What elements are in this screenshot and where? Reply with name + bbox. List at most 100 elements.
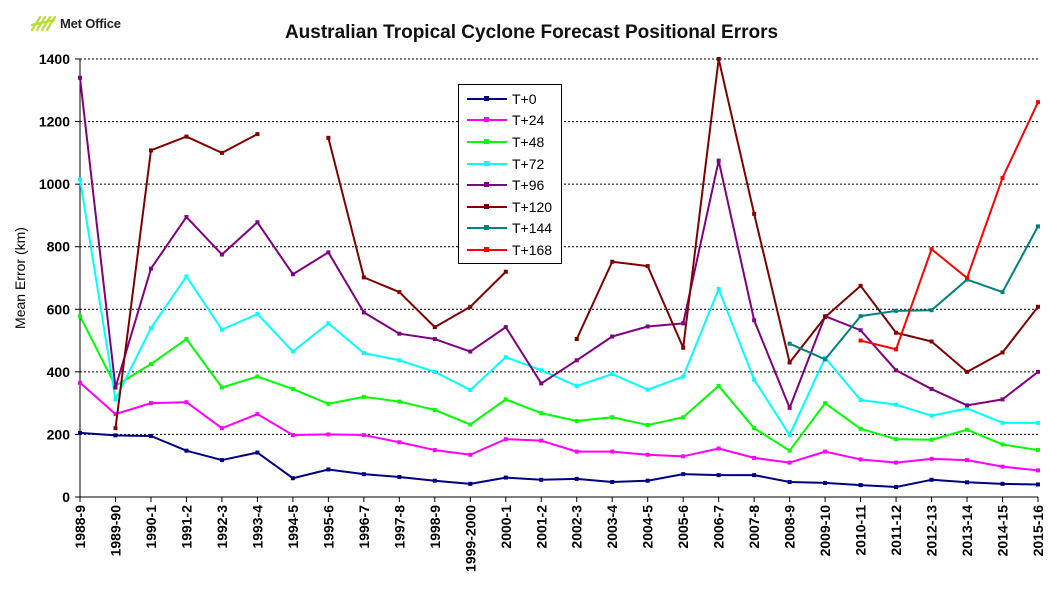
legend-label: T+24 — [512, 112, 545, 129]
legend-label: T+144 — [512, 220, 553, 237]
data-point — [1000, 464, 1005, 469]
met-office-logo-icon — [30, 15, 56, 32]
data-point — [148, 266, 153, 271]
data-point — [148, 433, 153, 438]
legend-swatch — [467, 137, 507, 147]
data-point — [113, 412, 118, 417]
data-point — [645, 478, 650, 483]
data-point — [326, 250, 331, 255]
data-point — [1036, 304, 1040, 309]
data-point — [823, 357, 828, 362]
data-point — [219, 150, 224, 155]
data-point — [752, 377, 757, 382]
x-tick-label: 1993-4 — [249, 505, 265, 549]
data-point — [1036, 100, 1040, 105]
data-point — [361, 394, 366, 399]
legend-swatch — [467, 245, 507, 255]
chart-title: Australian Tropical Cyclone Forecast Pos… — [284, 22, 779, 43]
y-tick-label: 1400 — [39, 51, 70, 67]
data-point — [468, 452, 473, 457]
data-point — [361, 351, 366, 356]
data-point — [397, 474, 402, 479]
data-point — [113, 433, 118, 438]
data-point — [965, 406, 970, 411]
data-point — [929, 247, 934, 252]
data-point — [681, 345, 686, 350]
series-t-plus-144 — [787, 224, 1040, 362]
data-point — [219, 458, 224, 463]
data-point — [894, 484, 899, 489]
data-point — [1036, 468, 1040, 473]
data-point — [858, 338, 863, 343]
data-point — [503, 325, 508, 330]
data-point — [610, 372, 615, 377]
data-point — [1036, 420, 1040, 425]
x-tick-label: 1998-9 — [427, 505, 443, 549]
series-line — [79, 382, 1039, 472]
data-point — [219, 385, 224, 390]
series-lines — [78, 57, 1040, 489]
data-point — [823, 480, 828, 485]
data-point — [148, 362, 153, 367]
data-point — [503, 437, 508, 442]
data-point — [929, 387, 934, 392]
data-point — [184, 274, 189, 279]
data-point — [929, 437, 934, 442]
data-point — [716, 57, 721, 61]
data-point — [787, 479, 792, 484]
y-tick-label: 800 — [47, 239, 71, 255]
data-point — [148, 401, 153, 406]
logo-text: Met Office — [60, 15, 121, 31]
data-point — [823, 401, 828, 406]
data-point — [1000, 290, 1005, 295]
legend-label: T+168 — [512, 241, 553, 258]
data-point — [255, 132, 260, 137]
x-tick-label: 2005-6 — [675, 505, 691, 549]
x-tick-label: 2007-8 — [746, 505, 762, 549]
data-point — [468, 422, 473, 427]
data-point — [397, 358, 402, 363]
data-point — [148, 326, 153, 331]
data-point — [219, 252, 224, 257]
data-point — [1000, 481, 1005, 486]
data-point — [184, 400, 189, 405]
legend-item: T+0 — [459, 88, 561, 110]
data-point — [432, 478, 437, 483]
data-point — [716, 158, 721, 163]
x-tick-label: 2004-5 — [640, 505, 656, 549]
legend-swatch — [467, 159, 507, 169]
data-point — [574, 337, 579, 342]
data-point — [397, 399, 402, 404]
x-tick-label: 1988-9 — [72, 505, 88, 549]
data-point — [858, 457, 863, 462]
legend-item: T+72 — [459, 153, 561, 175]
data-point — [716, 383, 721, 388]
data-point — [574, 418, 579, 423]
data-point — [113, 385, 118, 390]
data-point — [432, 448, 437, 453]
y-tick-label: 400 — [47, 364, 71, 380]
data-point — [716, 446, 721, 451]
data-point — [326, 135, 331, 140]
legend-swatch — [467, 115, 507, 125]
data-point — [752, 318, 757, 323]
data-point — [610, 259, 615, 264]
data-point — [645, 452, 650, 457]
data-point — [432, 337, 437, 342]
x-tick-label: 2002-3 — [569, 505, 585, 549]
axes — [75, 58, 1039, 502]
data-point — [574, 476, 579, 481]
data-point — [468, 304, 473, 309]
series-t-plus-72 — [78, 177, 1040, 438]
data-point — [397, 290, 402, 295]
data-point — [610, 479, 615, 484]
data-point — [361, 472, 366, 477]
data-point — [965, 427, 970, 432]
legend-swatch — [467, 223, 507, 233]
x-tick-label: 1996-7 — [356, 505, 372, 549]
legend-label: T+96 — [512, 177, 545, 194]
x-tick-label: 2008-9 — [782, 505, 798, 549]
series-line — [79, 431, 1039, 488]
data-point — [290, 433, 295, 438]
data-point — [184, 134, 189, 139]
